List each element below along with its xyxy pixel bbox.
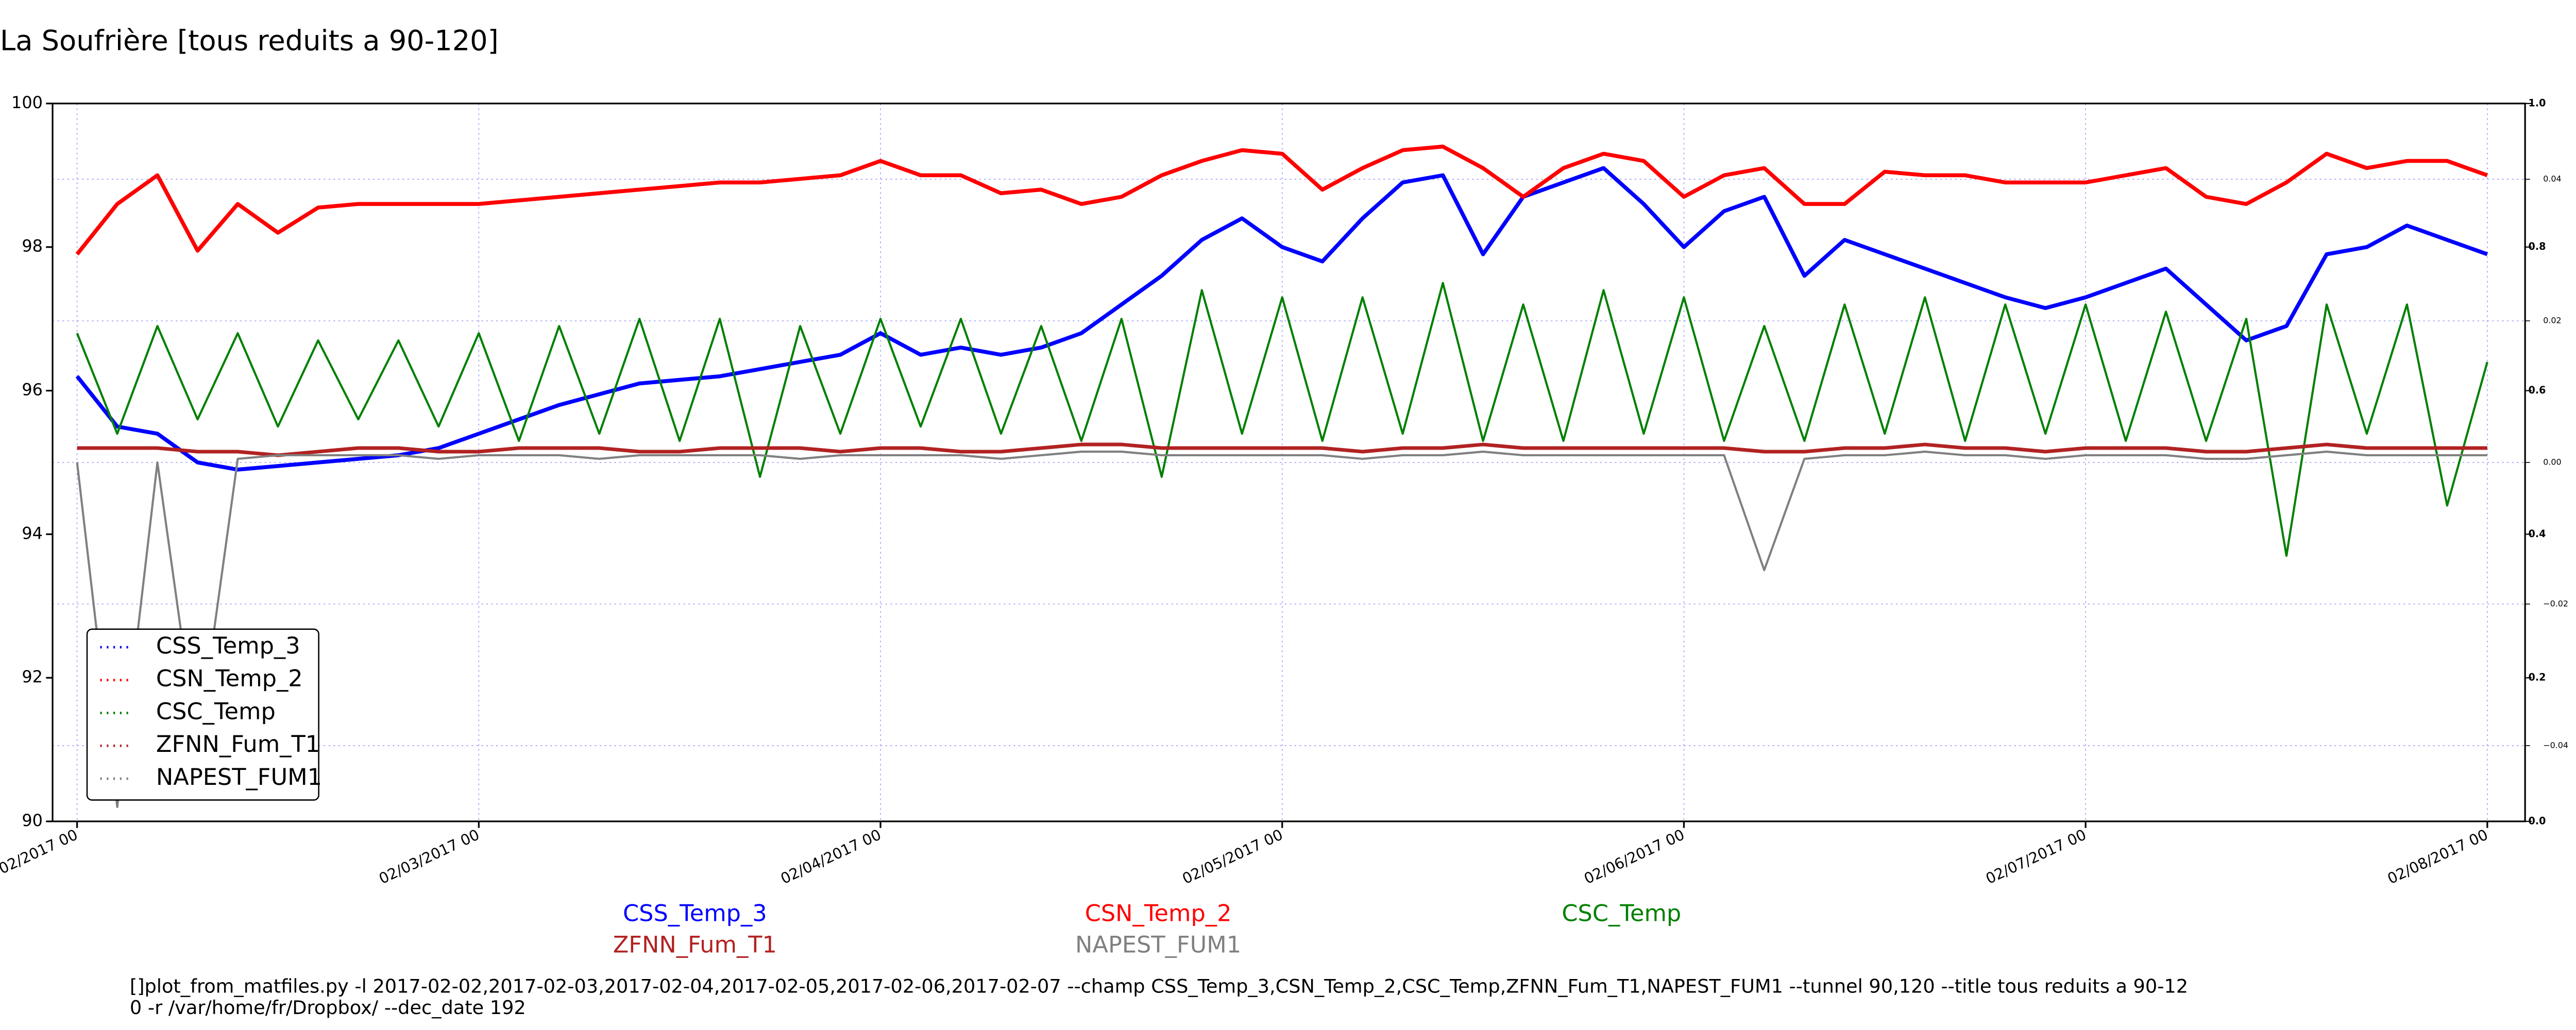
series-line bbox=[75, 166, 2488, 472]
y-tick-label: 98 bbox=[22, 236, 43, 256]
command-line: []plot_from_matfiles.py -l 2017-02-02,20… bbox=[130, 975, 2188, 998]
legend-label: CSS_Temp_3 bbox=[156, 632, 300, 659]
chart-title: La Soufrière [tous reduits a 90-120] bbox=[0, 25, 499, 57]
y2-tick-label: 0.2 bbox=[2529, 672, 2546, 683]
y2-tick-label: 0.6 bbox=[2529, 384, 2546, 396]
y2-tick-label: 0.4 bbox=[2529, 528, 2546, 540]
y3-tick-label: 0.00 bbox=[2543, 457, 2561, 467]
legend-label: CSN_Temp_2 bbox=[156, 665, 303, 692]
x-tick-label: 02/07/2017 00 bbox=[1983, 826, 2089, 887]
x-tick-label: 02/04/2017 00 bbox=[778, 826, 884, 887]
y3-tick-label: −0.04 bbox=[2543, 740, 2568, 750]
y-tick-label: 92 bbox=[22, 667, 43, 686]
x-tick-label: 02/08/2017 00 bbox=[2385, 826, 2491, 887]
x-tick-label: 02/03/2017 00 bbox=[376, 826, 482, 887]
series-line bbox=[76, 282, 2488, 557]
y2-tick-label: 0.8 bbox=[2529, 241, 2546, 252]
y2-tick-label: 0.0 bbox=[2529, 815, 2546, 827]
command-line: 0 -r /var/home/fr/Dropbox/ --dec_date 19… bbox=[130, 997, 526, 1019]
y3-tick-label: −0.02 bbox=[2543, 598, 2568, 608]
plot-lines bbox=[75, 144, 2488, 809]
series-caption: CSC_Temp bbox=[1562, 900, 1681, 927]
series-line bbox=[76, 450, 2487, 809]
y-tick-label: 96 bbox=[22, 380, 43, 400]
series-caption: ZFNN_Fum_T1 bbox=[613, 931, 777, 958]
legend-label: ZFNN_Fum_T1 bbox=[156, 731, 320, 758]
x-tick-label: 02/05/2017 00 bbox=[1180, 826, 1286, 887]
series-caption: NAPEST_FUM1 bbox=[1075, 931, 1241, 958]
x-tick-label: 02/06/2017 00 bbox=[1581, 826, 1687, 887]
series-line bbox=[75, 144, 2488, 256]
y3-tick-label: 0.04 bbox=[2543, 174, 2561, 184]
series-caption: CSS_Temp_3 bbox=[623, 900, 767, 927]
x-tick-label: 02/02/2017 00 bbox=[0, 826, 80, 887]
legend-label: CSC_Temp bbox=[156, 698, 276, 725]
y2-tick-label: 1.0 bbox=[2529, 97, 2546, 109]
y-tick-label: 90 bbox=[22, 811, 43, 830]
series-line bbox=[77, 442, 2487, 457]
series-caption: CSN_Temp_2 bbox=[1085, 900, 1232, 927]
legend-box bbox=[86, 628, 319, 801]
legend-label: NAPEST_FUM1 bbox=[156, 764, 322, 791]
y-tick-label: 94 bbox=[22, 523, 43, 543]
y3-tick-label: 0.02 bbox=[2543, 315, 2561, 325]
y-tick-label: 100 bbox=[11, 93, 43, 112]
